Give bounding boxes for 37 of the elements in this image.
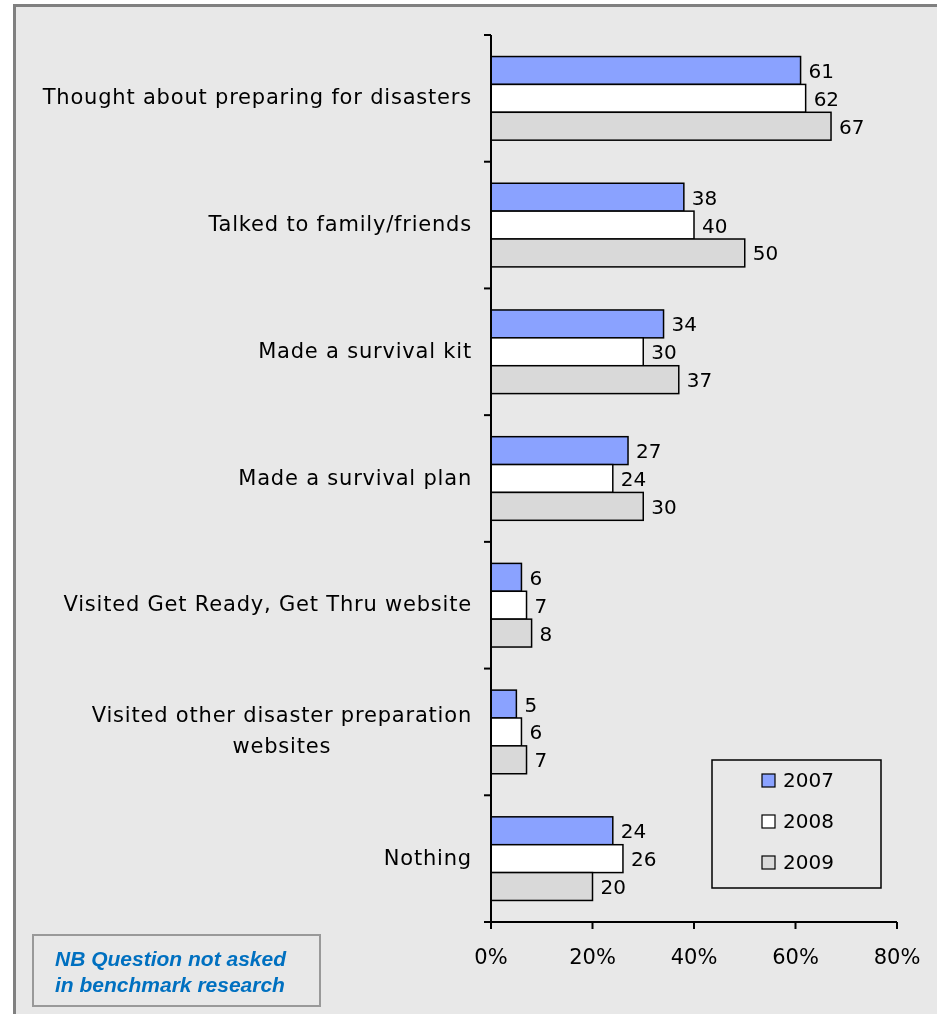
- legend-label: 2007: [783, 767, 834, 792]
- data-label: 40: [702, 213, 728, 238]
- legend-label: 2009: [783, 849, 834, 874]
- y-tick-label: Made a survival plan: [238, 465, 472, 490]
- text: NB Question not asked in benchmark research: [55, 946, 288, 996]
- data-label: 30: [651, 494, 677, 519]
- data-label: 6: [529, 565, 543, 590]
- data-label: 62: [813, 86, 840, 111]
- data-label: 34: [671, 312, 697, 337]
- x-tick-label: 20%: [569, 945, 616, 969]
- data-label: 20: [600, 875, 626, 900]
- data-label: 67: [839, 114, 865, 139]
- legend-label: 2008: [783, 808, 834, 833]
- data-label: 5: [524, 692, 538, 717]
- x-tick-label: 60%: [772, 945, 819, 969]
- x-tick-label: 0%: [474, 945, 508, 969]
- data-label: 24: [620, 467, 647, 491]
- y-tick-label: Thought about preparing for disasters: [41, 85, 472, 110]
- y-tick-label: Visited other disaster preparation websites: [91, 703, 473, 759]
- data-label: 24: [620, 819, 647, 844]
- x-tick-label: 80%: [873, 945, 921, 969]
- y-tick-label: Visited Get Ready, Get Thru website: [63, 592, 472, 617]
- data-label: 8: [539, 621, 553, 646]
- data-label: 26: [630, 847, 657, 872]
- y-tick-label: Made a survival kit: [258, 338, 472, 363]
- data-label: 50: [752, 241, 779, 266]
- data-label: 38: [691, 185, 718, 210]
- data-label: 27: [636, 439, 662, 464]
- y-tick-label: Nothing: [383, 845, 472, 870]
- data-label: 61: [808, 58, 835, 83]
- data-label: 7: [534, 748, 548, 773]
- data-label: 6: [529, 720, 543, 745]
- data-label: 7: [534, 593, 548, 618]
- data-label: 37: [686, 368, 713, 393]
- y-tick-label: Talked to family/friends: [207, 212, 472, 237]
- x-tick-label: 40%: [670, 945, 718, 969]
- data-label: 30: [651, 340, 677, 365]
